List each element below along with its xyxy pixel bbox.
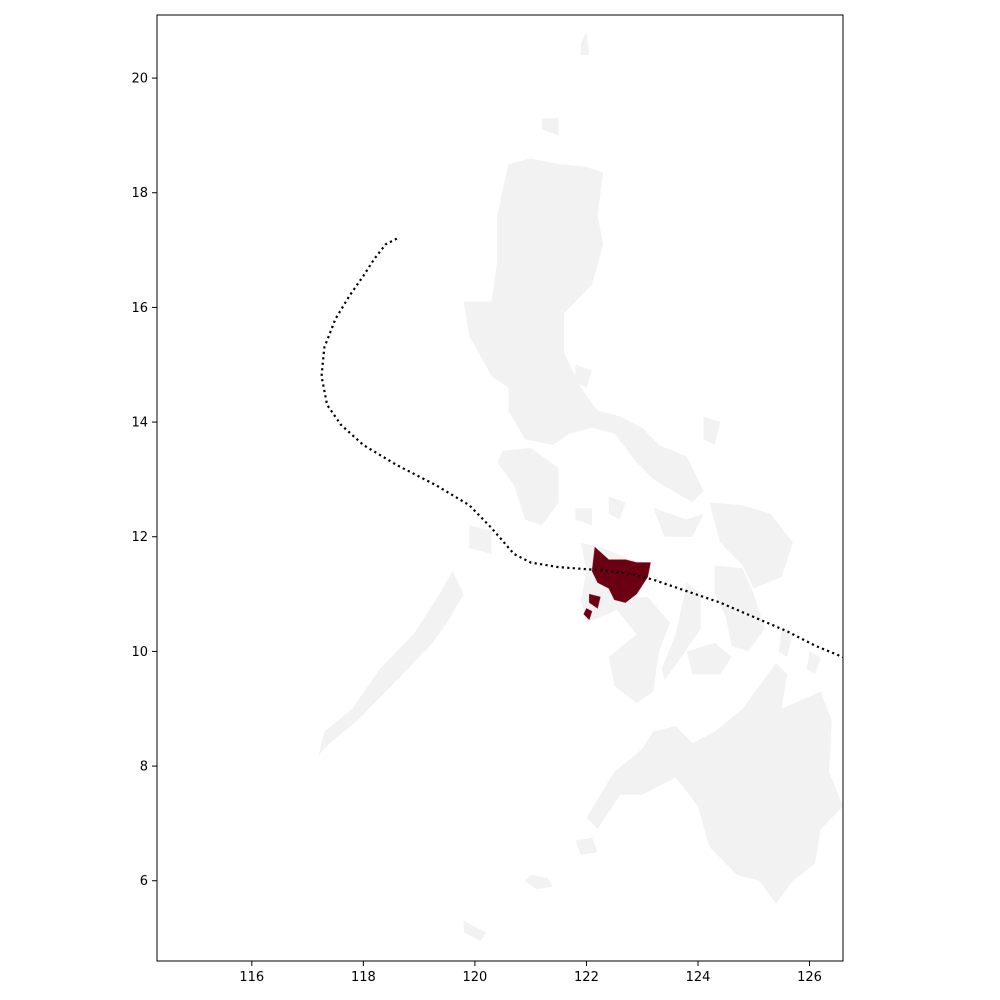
dinagat-island	[778, 628, 793, 658]
tawi-tawi-islands	[463, 920, 487, 941]
x-tick-label: 120	[462, 970, 487, 985]
polillo-island	[575, 364, 593, 388]
highlight-region	[583, 546, 651, 621]
storm-track-line	[320, 237, 843, 659]
mindoro-island	[497, 447, 559, 526]
y-tick-label: 6	[140, 874, 148, 889]
negros-island	[608, 596, 671, 703]
land-layer	[318, 32, 843, 941]
x-axis: 116 118 120 122 124 126	[239, 961, 822, 985]
x-tick-label: 122	[574, 970, 599, 985]
calamian-islands	[469, 525, 492, 554]
mindoro-islets	[575, 508, 593, 526]
y-tick-label: 8	[140, 760, 148, 775]
mindanao-island	[586, 662, 843, 904]
y-tick-label: 10	[131, 645, 148, 660]
basilan-island	[575, 837, 598, 855]
highlight-panay-main	[591, 546, 651, 603]
y-tick-label: 20	[131, 72, 148, 87]
x-tick-label: 118	[351, 970, 376, 985]
palawan-island	[318, 571, 464, 755]
bohol-island	[686, 642, 732, 675]
catanduanes-island	[703, 416, 721, 445]
siargao-island	[806, 651, 821, 675]
y-axis: 6 8 10 12 14 16 18 20	[131, 72, 157, 889]
masbate-island	[653, 508, 704, 537]
babuyan-islands	[541, 118, 559, 136]
cebu-island	[661, 582, 701, 681]
highlight-guimaras	[583, 608, 593, 621]
axes-frame	[156, 14, 844, 962]
y-tick-label: 14	[131, 416, 148, 431]
leyte-island	[714, 565, 765, 652]
x-tick-label: 116	[239, 970, 264, 985]
samar-islets	[608, 496, 626, 520]
y-tick-label: 16	[131, 301, 148, 316]
luzon-island	[463, 158, 704, 503]
highlight-antique-coast	[589, 593, 601, 609]
batanes-islands	[580, 32, 590, 56]
plot-area	[318, 32, 843, 941]
x-tick-label: 126	[797, 970, 822, 985]
y-tick-label: 12	[131, 530, 148, 545]
sulu-islands	[525, 875, 553, 890]
x-tick-label: 124	[686, 970, 711, 985]
samar-island	[709, 502, 793, 589]
y-tick-label: 18	[131, 186, 148, 201]
